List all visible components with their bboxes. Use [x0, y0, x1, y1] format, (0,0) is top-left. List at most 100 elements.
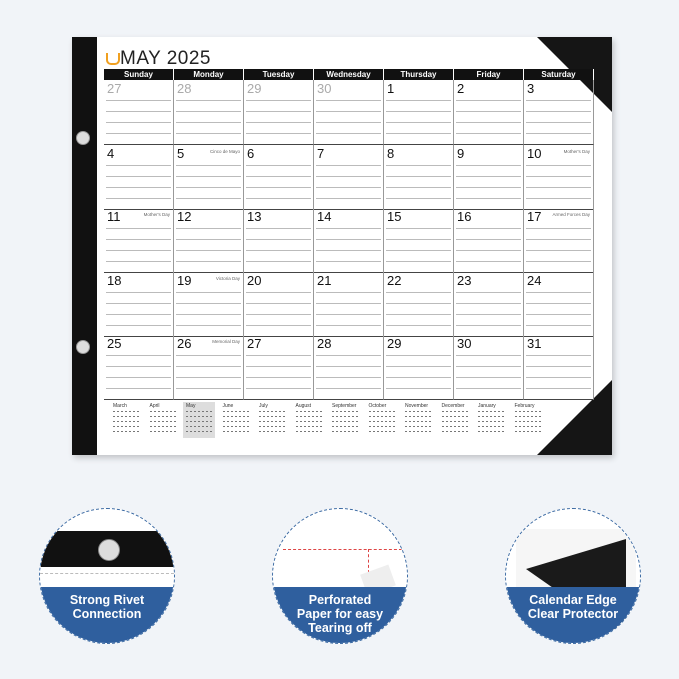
ruled-line [316, 314, 381, 315]
mini-day [413, 431, 415, 432]
mini-day [319, 416, 322, 417]
mini-day [518, 411, 521, 412]
mini-day [409, 411, 411, 412]
mini-day [242, 411, 245, 412]
mini-day [190, 426, 192, 427]
mini-day [307, 411, 310, 412]
mini-day [376, 411, 379, 412]
mini-day [153, 421, 156, 422]
mini-day [457, 431, 460, 432]
mini-day [121, 426, 123, 427]
mini-day [486, 411, 488, 412]
mini-day [279, 431, 281, 432]
mini-day [530, 421, 533, 422]
mini-day [165, 421, 168, 422]
mini-day [263, 411, 265, 412]
ruled-line [386, 314, 451, 315]
mini-day [307, 416, 310, 417]
mini-day [445, 411, 448, 412]
mini-day [421, 426, 423, 427]
mini-day [315, 431, 318, 432]
mini-day [263, 426, 265, 427]
ruled-line [40, 573, 174, 574]
mini-day [311, 426, 314, 427]
mini-day [137, 416, 139, 417]
ruled-line [526, 111, 591, 112]
mini-day [380, 426, 383, 427]
mini-day [409, 416, 411, 417]
ruled-line [106, 325, 171, 326]
mini-day [425, 411, 427, 412]
ruled-line [106, 228, 171, 229]
mini-day [522, 416, 525, 417]
mini-day [275, 421, 277, 422]
mini-day [348, 411, 350, 412]
day-cell: 10 Mother's Day [524, 145, 594, 210]
mini-day [210, 421, 212, 422]
ruled-line [106, 239, 171, 240]
day-number: 25 [107, 336, 122, 351]
mini-day [194, 426, 196, 427]
weekday-header: Sunday [104, 69, 174, 80]
ruled-line [526, 198, 591, 199]
mini-day [315, 426, 318, 427]
mini-day [538, 421, 541, 422]
ruled-line [176, 198, 241, 199]
mini-day [149, 421, 152, 422]
ruled-line [246, 187, 311, 188]
mini-day [534, 426, 537, 427]
mini-day [165, 411, 168, 412]
day-number: 10 [527, 146, 542, 161]
mini-month-name: February [514, 403, 535, 409]
ruled-line [456, 100, 521, 101]
mini-day [372, 421, 375, 422]
mini-day [413, 416, 415, 417]
ruled-line [316, 165, 381, 166]
mini-day [206, 426, 208, 427]
mini-day [157, 416, 160, 417]
ruled-line [456, 314, 521, 315]
ruled-line [176, 355, 241, 356]
mini-day [494, 431, 496, 432]
ruled-line [316, 228, 381, 229]
mini-day [372, 411, 375, 412]
mini-day [417, 411, 419, 412]
mini-day [392, 421, 395, 422]
mini-day [303, 416, 306, 417]
mini-day [498, 421, 500, 422]
mini-day [340, 411, 342, 412]
day-cell: 13 [244, 208, 314, 273]
mini-day [226, 421, 229, 422]
ruled-line [246, 228, 311, 229]
ruled-line [526, 292, 591, 293]
mini-day [449, 416, 452, 417]
mini-day [149, 426, 152, 427]
ruled-line [106, 292, 171, 293]
mini-month-name: May [186, 403, 196, 409]
mini-day [417, 431, 419, 432]
mini-day [405, 421, 407, 422]
mini-day [482, 426, 484, 427]
mini-day [421, 431, 423, 432]
mini-day [267, 431, 269, 432]
mini-day [453, 431, 456, 432]
ruled-line [456, 133, 521, 134]
mini-day [198, 426, 200, 427]
perforation [368, 549, 369, 589]
mini-day [315, 421, 318, 422]
mini-day [113, 426, 115, 427]
day-cell: 3 [524, 80, 594, 145]
mini-day [494, 416, 496, 417]
ruled-line [176, 176, 241, 177]
mini-day [125, 411, 127, 412]
ruled-line [386, 303, 451, 304]
mini-day [133, 411, 135, 412]
mini-day [465, 431, 468, 432]
mini-day [271, 426, 273, 427]
mini-day [372, 426, 375, 427]
ruled-line [386, 261, 451, 262]
ruled-line [176, 133, 241, 134]
mini-day [157, 411, 160, 412]
mini-day [206, 431, 208, 432]
